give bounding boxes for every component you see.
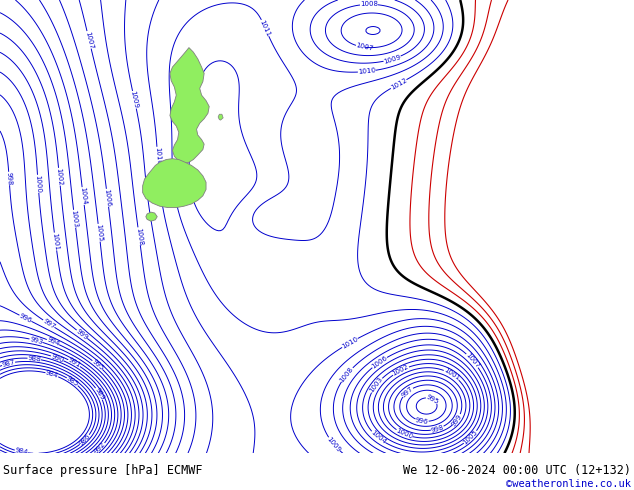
Text: 1006: 1006 — [103, 189, 112, 207]
Text: 985: 985 — [65, 375, 80, 388]
Text: 990: 990 — [50, 353, 65, 364]
Text: 1001: 1001 — [443, 367, 461, 382]
Text: Surface pressure [hPa] ECMWF: Surface pressure [hPa] ECMWF — [3, 464, 203, 477]
Text: 1010: 1010 — [340, 336, 359, 350]
Text: 1005: 1005 — [462, 429, 479, 446]
Polygon shape — [143, 159, 206, 208]
Text: 996: 996 — [18, 313, 33, 324]
Text: 1009: 1009 — [326, 436, 342, 453]
Text: 1008: 1008 — [360, 1, 378, 7]
Text: 1000: 1000 — [395, 428, 414, 441]
Text: ©weatheronline.co.uk: ©weatheronline.co.uk — [506, 479, 631, 489]
Text: 994: 994 — [46, 337, 60, 347]
Text: 1003: 1003 — [70, 209, 79, 228]
Text: 1007: 1007 — [84, 30, 94, 49]
Text: 1009: 1009 — [383, 53, 402, 65]
Text: 995: 995 — [91, 358, 105, 371]
Text: 1000: 1000 — [34, 174, 42, 193]
Text: 1007: 1007 — [355, 43, 374, 52]
Text: 996: 996 — [415, 417, 429, 425]
Text: 1004: 1004 — [79, 187, 87, 205]
Text: 1007: 1007 — [464, 352, 481, 369]
Text: 1010: 1010 — [358, 68, 376, 75]
Text: 1002: 1002 — [56, 168, 63, 186]
Text: 1002: 1002 — [391, 364, 410, 377]
Text: 995: 995 — [425, 393, 439, 405]
Polygon shape — [218, 114, 223, 120]
Text: 1008: 1008 — [135, 227, 143, 245]
Text: 997: 997 — [400, 385, 415, 399]
Text: 1004: 1004 — [369, 430, 387, 445]
Text: 1012: 1012 — [191, 106, 198, 124]
Text: 1009: 1009 — [129, 90, 139, 109]
Text: 993: 993 — [29, 336, 43, 345]
Text: 987: 987 — [1, 359, 16, 368]
Text: 1012: 1012 — [389, 77, 408, 91]
Text: 998: 998 — [430, 424, 444, 434]
Text: 992: 992 — [93, 441, 107, 455]
Polygon shape — [170, 48, 209, 163]
Text: 989: 989 — [93, 387, 105, 401]
Text: 997: 997 — [41, 318, 56, 330]
Text: 1006: 1006 — [370, 355, 389, 370]
Polygon shape — [146, 212, 157, 221]
Text: 1008: 1008 — [339, 366, 355, 383]
Text: 999: 999 — [451, 413, 463, 427]
Text: We 12-06-2024 00:00 UTC (12+132): We 12-06-2024 00:00 UTC (12+132) — [403, 464, 631, 477]
Text: 1010: 1010 — [154, 147, 161, 165]
Text: 1005: 1005 — [95, 223, 103, 242]
Text: 986: 986 — [78, 433, 92, 447]
Text: 1001: 1001 — [51, 232, 60, 251]
Text: 1003: 1003 — [368, 376, 384, 394]
Text: 1011: 1011 — [259, 19, 271, 37]
Text: 991: 991 — [67, 357, 82, 369]
Text: 984: 984 — [44, 369, 59, 379]
Text: 999: 999 — [75, 328, 89, 341]
Text: 984: 984 — [14, 447, 29, 456]
Text: 998: 998 — [6, 172, 13, 185]
Text: 988: 988 — [27, 355, 41, 363]
